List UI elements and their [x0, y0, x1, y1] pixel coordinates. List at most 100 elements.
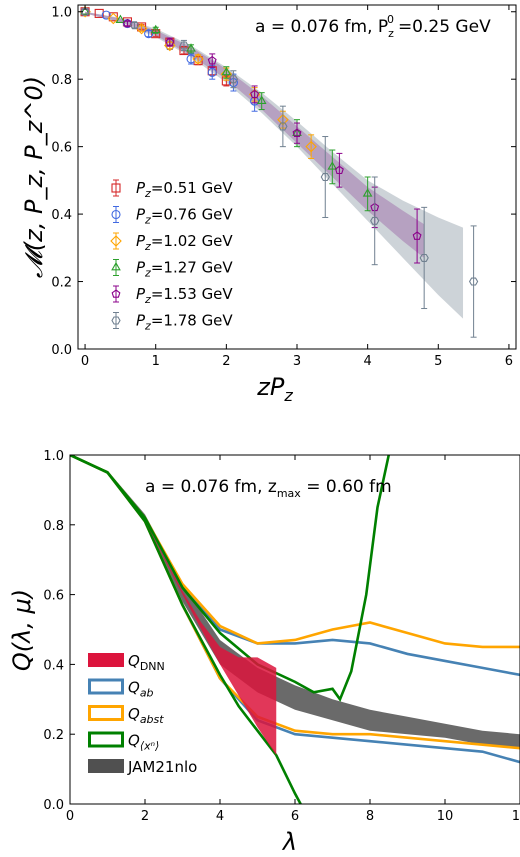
x-tick-label: 10: [437, 809, 454, 824]
legend-entry: Qabst: [88, 705, 164, 726]
legend-marker: [110, 235, 122, 247]
tick-layer: 0 1 2 3 4 5 6 0.0 0.2 0.4 0.6 0.8 1.0: [51, 5, 516, 369]
x-tick-label: 0: [66, 809, 74, 824]
series-2: [80, 7, 260, 112]
legend-label: Q⟨xⁿ⟩: [128, 732, 159, 753]
legend-label: Pz=1.53 GeV: [136, 285, 233, 306]
data-point: [334, 165, 344, 175]
legend-marker: [111, 183, 121, 193]
y-tick-label: 0.4: [51, 208, 72, 223]
series-layer: [70, 455, 520, 804]
data-point: [150, 24, 161, 34]
chart-upper: 0 1 2 3 4 5 6 0.0 0.2 0.4 0.6 0.8 1.0 a = 0.076 fm, …: [20, 4, 517, 405]
legend-swatch: [88, 653, 124, 667]
x-tick-label: 4: [364, 354, 372, 369]
legend-entry: Pz=1.78 GeV: [111, 312, 233, 333]
series-4: [80, 6, 373, 212]
legend-label: Pz=0.76 GeV: [136, 206, 233, 227]
annotation: a = 0.076 fm, Pz0 =0.25 GeV: [255, 13, 491, 40]
data-point: [80, 6, 90, 15]
y-tick-label: 0.8: [51, 73, 72, 88]
annotation: a = 0.076 fm, zmax = 0.60 fm: [145, 477, 392, 500]
legend-entry: QDNN: [88, 652, 165, 673]
legend-label: QDNN: [128, 652, 165, 673]
series-5: [80, 7, 422, 264]
data-point: [207, 55, 217, 65]
legend-entry: Q⟨xⁿ⟩: [88, 731, 159, 753]
data-point: [186, 43, 196, 52]
legend-swatch: [88, 731, 124, 748]
legend-label: JAM21nlo: [127, 758, 197, 776]
band-fill: [70, 455, 520, 749]
legend-entry: JAM21nlo: [88, 758, 197, 776]
y-tick-label: 0.6: [51, 141, 72, 156]
data-point: [129, 21, 140, 30]
data-point: [144, 29, 154, 39]
data-point: [278, 122, 288, 131]
legend-entry: Pz=0.51 GeV: [111, 179, 233, 200]
legend: QDNN Qab Qabst Q⟨xⁿ⟩ JAM21nlo: [88, 652, 197, 776]
series-q-x-n-: [70, 455, 391, 804]
data-point: [305, 140, 317, 153]
legend-label: Pz=0.51 GeV: [136, 179, 233, 200]
data-point: [292, 128, 302, 137]
y-axis-label: Q(λ, μ): [8, 589, 36, 671]
x-tick-label: 1: [152, 354, 160, 369]
y-tick-label: 0.2: [43, 728, 64, 743]
x-tick-label: 0: [81, 354, 89, 369]
legend-marker: [111, 261, 121, 271]
y-axis-label: 𝓜(z, P_z, P_z^0): [20, 76, 48, 278]
legend-marker: [111, 316, 121, 325]
legend-label: Pz=1.78 GeV: [136, 312, 233, 333]
legend: Pz=0.51 GeV Pz=0.76 GeV Pz=1.02 GeV Pz=1.27…: [110, 179, 233, 333]
data-point: [320, 172, 330, 182]
y-tick-label: 0.0: [43, 798, 64, 813]
legend-entry: Pz=0.76 GeV: [111, 206, 233, 227]
series-q-dnn: [70, 455, 277, 756]
y-tick-label: 0.2: [51, 276, 72, 291]
x-axis-label: λ: [281, 828, 297, 856]
data-point: [419, 253, 429, 262]
y-tick-label: 0.6: [43, 589, 64, 604]
data-point: [94, 8, 104, 18]
chart-lower: 0 2 4 6 8 10 12 0.0 0.2 0.4 0.6 0.8 1.0 a = 0.076 fm…: [8, 449, 520, 856]
tick-layer: 0 2 4 6 8 10 12 0.0 0.2 0.4 0.6 0.8 1.0: [43, 449, 520, 824]
data-point: [228, 75, 239, 84]
x-tick-label: 3: [293, 354, 301, 369]
x-tick-label: 6: [291, 809, 299, 824]
band-lower-line: [70, 455, 302, 804]
y-tick-label: 1.0: [43, 449, 64, 464]
legend-marker: [111, 209, 121, 220]
y-tick-label: 1.0: [51, 6, 72, 21]
data-point: [250, 89, 260, 99]
data-point: [179, 41, 189, 50]
y-tick-label: 0.0: [51, 343, 72, 358]
y-tick-label: 0.8: [43, 519, 64, 534]
data-point: [122, 18, 132, 28]
x-tick-label: 8: [366, 809, 374, 824]
legend-label: Qab: [128, 679, 154, 700]
series-layer: [79, 5, 479, 338]
legend-label: Pz=1.27 GeV: [136, 259, 233, 280]
legend-entry: Pz=1.02 GeV: [110, 232, 233, 253]
data-point: [468, 277, 479, 286]
x-tick-label: 2: [222, 354, 230, 369]
data-point: [412, 231, 422, 240]
band-fill: [70, 455, 277, 756]
x-tick-label: 6: [505, 354, 513, 369]
legend-label: Qabst: [128, 705, 164, 726]
data-point: [256, 95, 267, 104]
data-point: [107, 12, 120, 25]
legend-swatch: [88, 759, 124, 773]
data-point: [115, 14, 126, 23]
x-tick-label: 4: [216, 809, 224, 824]
legend-entry: Qab: [88, 678, 154, 700]
x-tick-label: 2: [141, 809, 149, 824]
x-tick-label: 12: [512, 809, 520, 824]
y-tick-label: 0.4: [43, 658, 64, 673]
band-upper-line: [70, 455, 520, 649]
legend-marker: [111, 289, 121, 298]
data-point: [221, 66, 232, 76]
data-point: [362, 188, 373, 197]
legend-label: Pz=1.02 GeV: [136, 232, 233, 253]
